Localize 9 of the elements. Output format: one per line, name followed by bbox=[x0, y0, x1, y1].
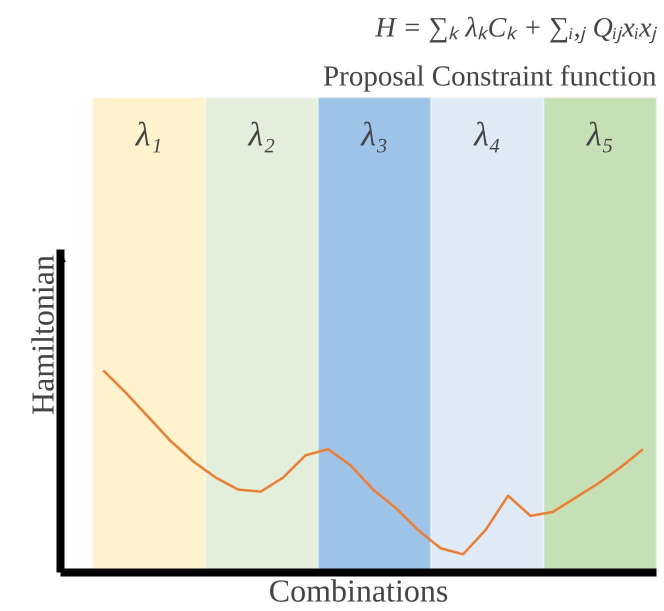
text: λ₂ bbox=[248, 116, 276, 154]
text: λ₁ bbox=[134, 116, 162, 154]
text: λ₄ bbox=[473, 116, 501, 154]
chart-title: H = ∑ₖ λₖCₖ + ∑ᵢ,ⱼ Qᵢⱼxᵢxⱼ bbox=[374, 12, 658, 44]
chart-subtitle: Proposal Constraint function bbox=[323, 60, 657, 92]
text: λ₃ bbox=[360, 116, 388, 154]
x-axis-title: Combinations bbox=[268, 572, 448, 608]
text: λ₅ bbox=[586, 116, 614, 154]
y-axis-title: Hamiltonian bbox=[24, 255, 60, 415]
